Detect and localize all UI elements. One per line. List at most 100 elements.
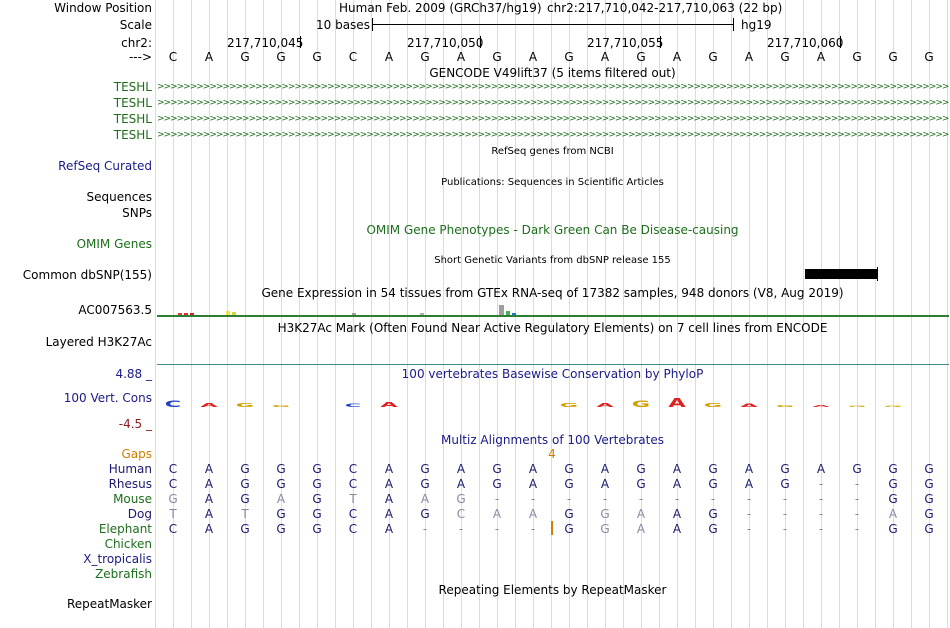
gtex-tissue-bar[interactable] (190, 313, 194, 315)
species-label[interactable]: Rhesus (108, 477, 152, 491)
alignment-base: G (708, 477, 718, 491)
gencode-track-title[interactable]: GENCODE V49lift37 (5 items filtered out) (429, 66, 676, 80)
dbsnp-track-title[interactable]: Short Genetic Variants from dbSNP releas… (434, 255, 671, 266)
species-label[interactable]: Elephant (98, 522, 152, 536)
alignment-base: G (312, 507, 322, 521)
grid-line (839, 0, 840, 628)
alignment-base: G (240, 522, 250, 536)
reference-base: A (600, 50, 610, 64)
alignment-base: A (384, 492, 394, 506)
species-label[interactable]: X_tropicalis (83, 552, 152, 566)
alignment-base: G (780, 462, 790, 476)
gtex-tissue-bar[interactable] (178, 313, 182, 315)
phylop-base-glyph: C (165, 399, 181, 409)
alignment-base: A (816, 462, 826, 476)
gtex-track-title[interactable]: Gene Expression in 54 tissues from GTEx … (261, 286, 844, 300)
gtex-tissue-bar[interactable] (420, 313, 424, 315)
repeatmasker-label[interactable]: RepeatMasker (66, 597, 152, 611)
gtex-tissue-bar[interactable] (184, 313, 188, 315)
alignment-base: G (276, 462, 286, 476)
grid-line (263, 0, 264, 628)
snps-label[interactable]: SNPs (122, 206, 152, 220)
omim-genes-label[interactable]: OMIM Genes (76, 237, 152, 251)
teshl-transcript-3[interactable]: >>>>>>>>>>>>>>>>>>>>>>>>>>>>>>>>>>>>>>>>… (157, 114, 949, 124)
sequences-label[interactable]: Sequences (86, 190, 152, 204)
alignment-base: G (924, 492, 934, 506)
species-label[interactable]: Zebrafish (95, 567, 152, 581)
alignment-base: G (240, 492, 250, 506)
teshl-transcript-2[interactable]: >>>>>>>>>>>>>>>>>>>>>>>>>>>>>>>>>>>>>>>>… (157, 98, 949, 108)
alignment-base: C (168, 522, 178, 536)
alignment-base: A (672, 462, 682, 476)
grid-line (569, 0, 570, 628)
alignment-base: A (492, 507, 502, 521)
phylop-base-glyph: G (272, 404, 290, 407)
species-label[interactable]: Dog (127, 507, 152, 521)
gtex-gene-label[interactable]: AC007563.5 (78, 303, 152, 317)
alignment-base: A (204, 462, 214, 476)
h3k27ac-track-title[interactable]: H3K27Ac Mark (Often Found Near Active Re… (277, 321, 828, 335)
gtex-tissue-bar[interactable] (499, 305, 504, 315)
species-label[interactable]: Chicken (104, 537, 152, 551)
reference-base: A (528, 50, 538, 64)
refseq-track-title[interactable]: RefSeq genes from NCBI (491, 146, 614, 157)
reference-base: G (852, 50, 862, 64)
phylop-track-title[interactable]: 100 vertebrates Basewise Conservation by… (401, 367, 704, 381)
alignment-base: - (818, 477, 824, 491)
multiz-track-title[interactable]: Multiz Alignments of 100 Vertebrates (440, 433, 665, 447)
cons-label[interactable]: 100 Vert. Cons (63, 391, 152, 405)
alignment-base: T (349, 492, 357, 506)
teshl-label-3[interactable]: TESHL (113, 112, 152, 126)
reference-base: A (816, 50, 826, 64)
grid-line (317, 0, 318, 628)
teshl-label-2[interactable]: TESHL (113, 96, 152, 110)
alignment-base: - (710, 492, 716, 506)
grid-line (713, 0, 714, 628)
alignment-base: G (420, 477, 430, 491)
species-label[interactable]: Human (108, 462, 152, 476)
alignment-base: A (888, 507, 898, 521)
alignment-base: - (782, 522, 788, 536)
species-label[interactable]: Mouse (113, 492, 152, 506)
alignment-base: - (818, 522, 824, 536)
gtex-tissue-bar[interactable] (232, 312, 236, 315)
gtex-tissue-bar[interactable] (352, 313, 356, 315)
alignment-base: - (854, 492, 860, 506)
gtex-tissue-bar[interactable] (512, 313, 516, 315)
alignment-base: G (492, 462, 502, 476)
omim-track-title[interactable]: OMIM Gene Phenotypes - Dark Green Can Be… (366, 223, 739, 237)
repeatmasker-track-title[interactable]: Repeating Elements by RepeatMasker (438, 583, 667, 597)
alignment-base: A (636, 507, 646, 521)
scale-bar (372, 24, 733, 25)
dbsnp-variant-bar[interactable] (805, 269, 877, 279)
alignment-base: - (746, 492, 752, 506)
gap-count: 4 (548, 447, 556, 461)
h3k27ac-label[interactable]: Layered H3K27Ac (45, 335, 152, 349)
strand-toggle[interactable]: ---> (128, 50, 152, 64)
teshl-label-4[interactable]: TESHL (113, 128, 152, 142)
grid-line (407, 0, 408, 628)
gtex-tissue-bar[interactable] (226, 311, 230, 315)
refseq-curated-label[interactable]: RefSeq Curated (58, 159, 152, 173)
dbsnp-variant-tick (877, 267, 878, 281)
reference-base: G (708, 50, 718, 64)
alignment-base: G (312, 477, 322, 491)
reference-base: G (312, 50, 322, 64)
gtex-tissue-bar[interactable] (506, 311, 510, 315)
teshl-transcript-4[interactable]: >>>>>>>>>>>>>>>>>>>>>>>>>>>>>>>>>>>>>>>>… (157, 130, 949, 140)
reference-base: C (168, 50, 178, 64)
alignment-base: G (564, 522, 574, 536)
grid-line (425, 0, 426, 628)
reference-base: G (888, 50, 898, 64)
teshl-label-1[interactable]: TESHL (113, 80, 152, 94)
grid-line (209, 0, 210, 628)
dbsnp-label[interactable]: Common dbSNP(155) (22, 268, 152, 282)
alignment-base: A (384, 522, 394, 536)
alignment-base: - (494, 492, 500, 506)
teshl-transcript-1[interactable]: >>>>>>>>>>>>>>>>>>>>>>>>>>>>>>>>>>>>>>>>… (157, 82, 949, 92)
alignment-base: G (600, 507, 610, 521)
alignment-base: A (600, 462, 610, 476)
phylop-base-glyph: G (560, 402, 578, 409)
publications-track-title[interactable]: Publications: Sequences in Scientific Ar… (441, 177, 664, 188)
